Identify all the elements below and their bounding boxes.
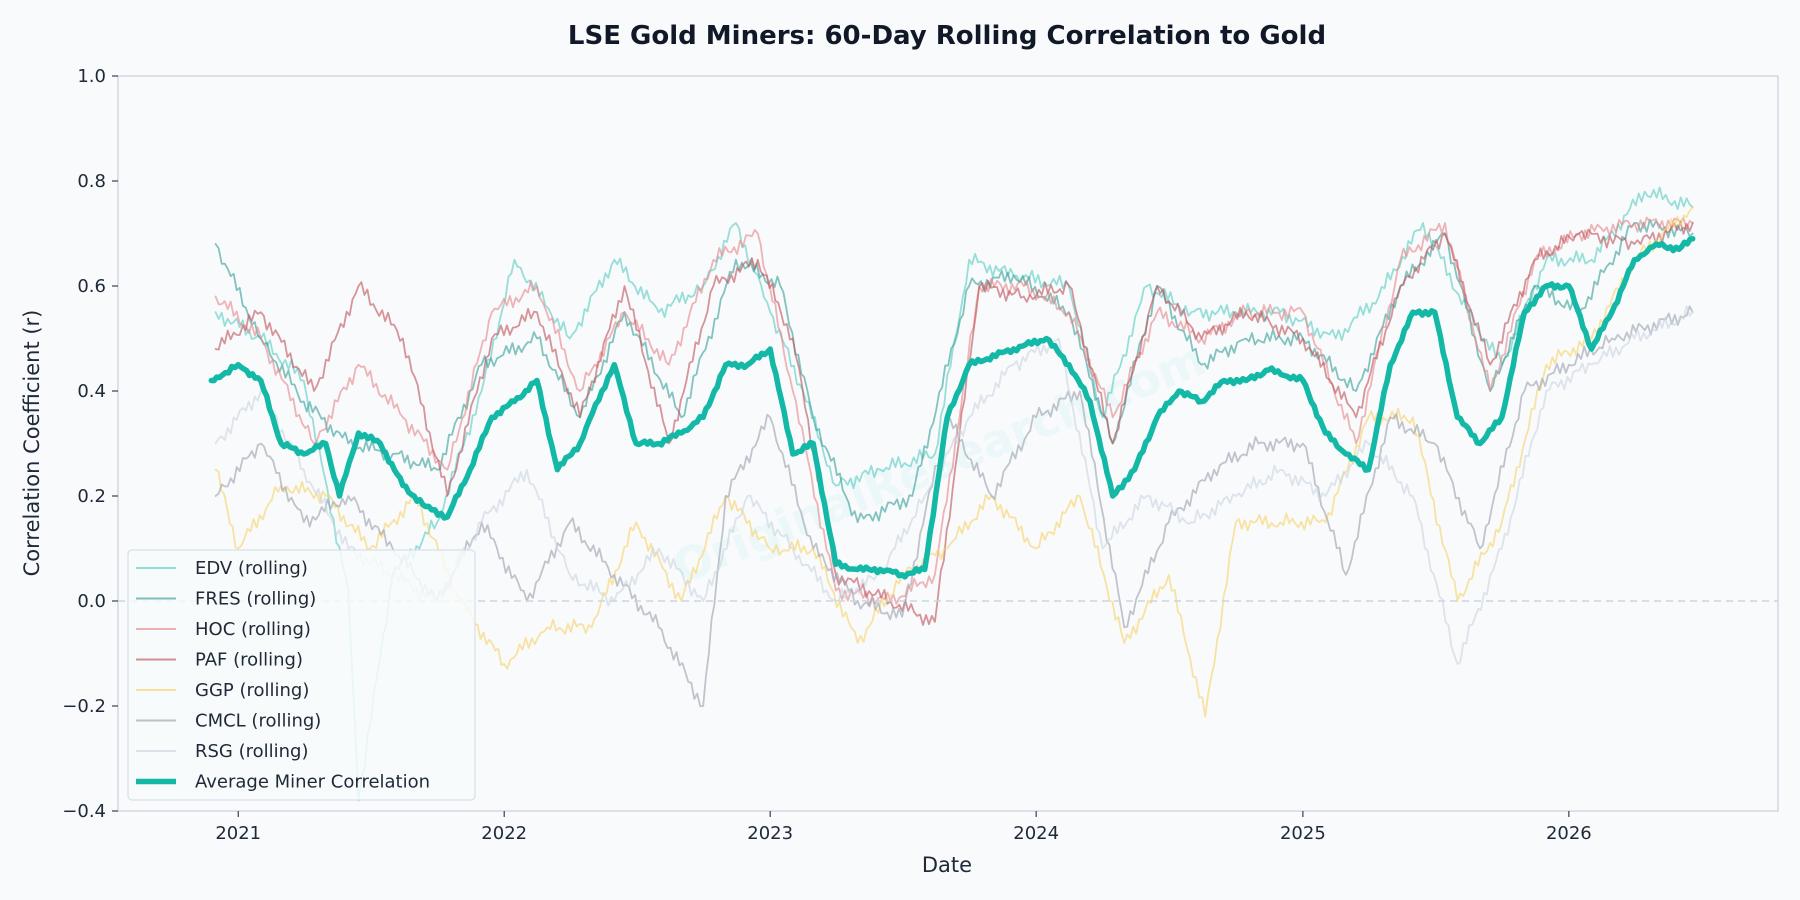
chart-title: LSE Gold Miners: 60-Day Rolling Correlat… bbox=[568, 21, 1326, 51]
y-tick-label: 1.0 bbox=[77, 66, 106, 87]
x-tick-label: 2024 bbox=[1013, 823, 1059, 844]
x-tick-label: 2021 bbox=[215, 823, 261, 844]
y-tick-label: 0.8 bbox=[77, 171, 106, 192]
x-tick-label: 2025 bbox=[1280, 823, 1326, 844]
legend-label: GGP (rolling) bbox=[195, 680, 309, 701]
legend-box bbox=[127, 549, 476, 801]
legend-label: EDV (rolling) bbox=[195, 558, 308, 579]
x-axis-label: Date bbox=[922, 853, 972, 877]
series-line-paf bbox=[214, 221, 1694, 626]
y-axis-label: Correlation Coefficient (r) bbox=[20, 310, 44, 577]
legend-label: HOC (rolling) bbox=[195, 619, 311, 640]
plot-area bbox=[117, 75, 1779, 812]
y-tick-label: 0.4 bbox=[77, 381, 106, 402]
legend: EDV (rolling) FRES (rolling) HOC (rolling)… bbox=[127, 549, 476, 801]
x-tick-label: 2026 bbox=[1546, 823, 1592, 844]
y-tick-label: 0.2 bbox=[77, 486, 106, 507]
x-tick-label: 2023 bbox=[747, 823, 793, 844]
y-tick-label: −0.4 bbox=[62, 801, 106, 822]
series-layer bbox=[208, 186, 1696, 802]
legend-label: CMCL (rolling) bbox=[195, 711, 321, 732]
legend-label: FRES (rolling) bbox=[195, 589, 316, 610]
legend-label: Average Miner Correlation bbox=[195, 772, 430, 793]
series-line-average bbox=[208, 236, 1696, 580]
legend-label: RSG (rolling) bbox=[195, 741, 309, 762]
legend-label: PAF (rolling) bbox=[195, 650, 303, 671]
x-tick-label: 2022 bbox=[481, 823, 527, 844]
series-line-hoc bbox=[214, 216, 1694, 606]
y-tick-label: 0.0 bbox=[77, 591, 106, 612]
y-tick-label: 0.6 bbox=[77, 276, 106, 297]
y-tick-label: −0.2 bbox=[62, 696, 106, 717]
